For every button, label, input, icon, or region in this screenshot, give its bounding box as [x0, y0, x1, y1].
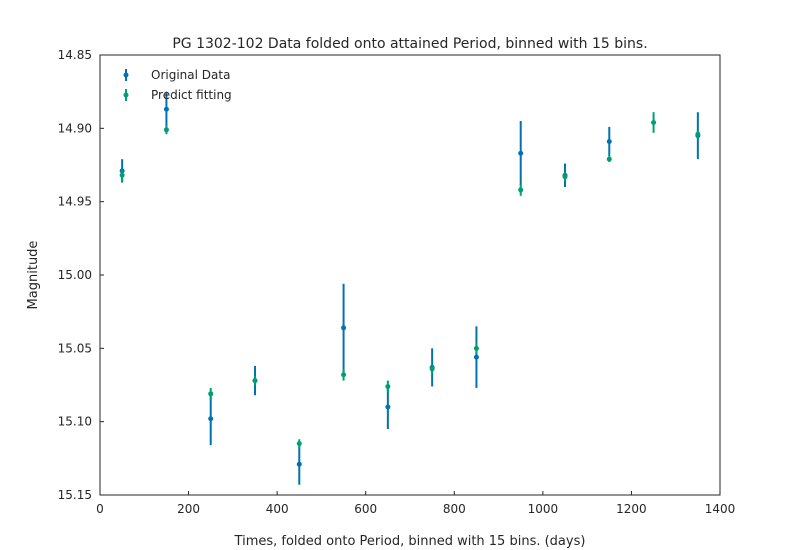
data-point: [296, 461, 302, 467]
data-point: [473, 345, 479, 351]
data-point: [651, 119, 657, 125]
y-tick-label: 15.05: [58, 341, 92, 355]
data-point: [695, 131, 701, 137]
data-point: [341, 372, 347, 378]
y-tick-label: 15.10: [58, 415, 92, 429]
data-point: [385, 404, 391, 410]
data-point: [208, 391, 214, 397]
y-tick-label: 14.85: [58, 48, 92, 62]
series-layer: [119, 91, 701, 485]
series-predict-fitting: [119, 112, 701, 449]
y-axis-label: Magnitude: [26, 241, 41, 310]
x-tick-label: 1000: [528, 502, 559, 516]
data-point: [163, 127, 169, 133]
data-point: [208, 416, 214, 422]
data-point: [606, 156, 612, 162]
x-tick-label: 400: [266, 502, 289, 516]
data-point: [518, 187, 524, 193]
legend-label: Predict fitting: [151, 88, 232, 102]
data-point: [341, 325, 347, 331]
data-point: [163, 106, 169, 112]
y-tick-label: 14.90: [58, 121, 92, 135]
data-point: [606, 139, 612, 145]
x-tick-label: 1400: [705, 502, 736, 516]
x-axis-label: Times, folded onto Period, binned with 1…: [234, 534, 586, 549]
data-point: [252, 378, 258, 384]
data-point: [562, 174, 568, 180]
y-tick-label: 15.15: [58, 488, 92, 502]
data-point: [119, 172, 125, 178]
x-tick-label: 200: [177, 502, 200, 516]
legend: Original Data Predict fitting: [123, 68, 232, 102]
data-point: [429, 366, 435, 372]
data-point: [296, 441, 302, 447]
y-axis-ticks: 14.85 14.90 14.95 15.00 15.05 15.10 15.15: [58, 48, 104, 502]
plot-frame: [99, 54, 721, 496]
y-tick-label: 14.95: [58, 195, 92, 209]
x-tick-label: 0: [96, 502, 104, 516]
x-tick-label: 800: [443, 502, 466, 516]
legend-label: Original Data: [151, 68, 230, 82]
legend-marker: [123, 72, 129, 78]
y-tick-label: 15.00: [58, 268, 92, 282]
chart-title: PG 1302-102 Data folded onto attained Pe…: [172, 36, 647, 52]
x-tick-label: 600: [354, 502, 377, 516]
x-tick-label: 1200: [616, 502, 647, 516]
legend-marker: [123, 92, 129, 98]
data-point: [518, 150, 524, 156]
data-point: [385, 383, 391, 389]
data-point: [473, 354, 479, 360]
series-original-data: [119, 91, 701, 485]
x-axis-ticks: 0 200 400 600 800 1000 1200 1400: [96, 491, 735, 516]
